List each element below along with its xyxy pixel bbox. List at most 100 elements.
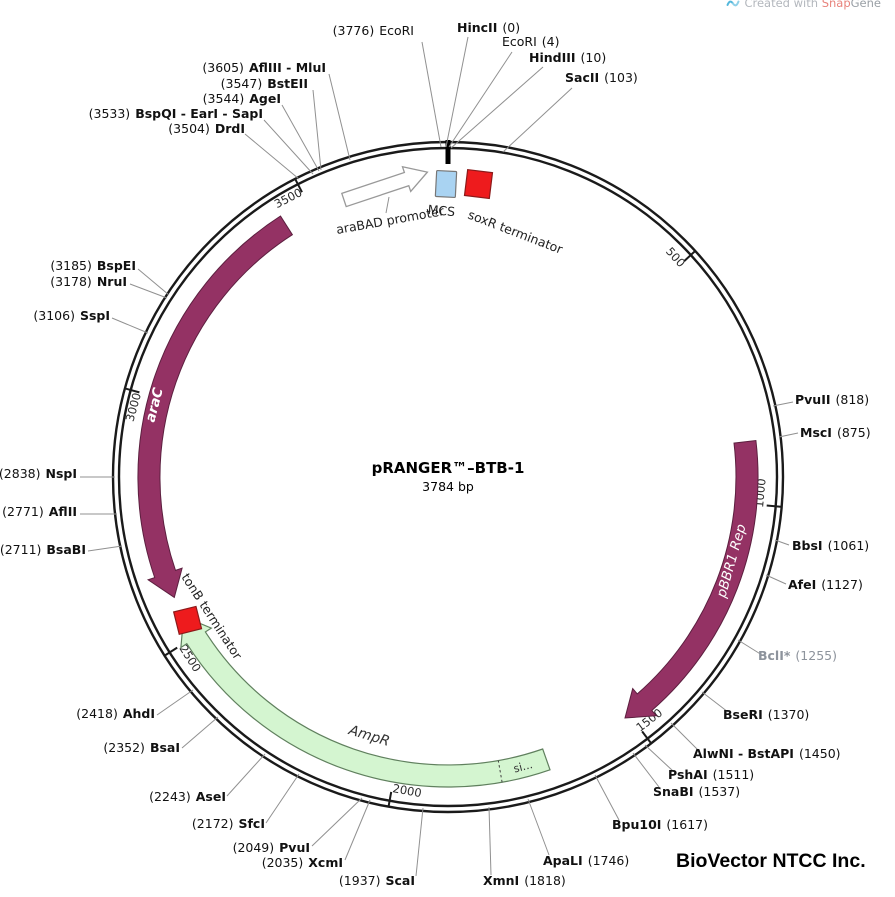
site-label-PvuI-2049: (2049) PvuI bbox=[232, 840, 310, 855]
site-label-BclI-1255: BclI* (1255) bbox=[758, 648, 837, 663]
callout-AseI-2243 bbox=[226, 753, 266, 797]
site-callout-lines bbox=[80, 36, 799, 877]
site-label-PvuII-818: PvuII (818) bbox=[795, 392, 870, 407]
site-label-EcoRI-4: EcoRI (4) bbox=[502, 34, 560, 49]
site-label-XmnI-1818: XmnI (1818) bbox=[483, 873, 566, 888]
tick-marks bbox=[125, 179, 781, 806]
site-label-HincII-0: HincII (0) bbox=[457, 20, 521, 35]
callout-BbsI-1061 bbox=[774, 539, 790, 546]
watermark-prefix: Created with bbox=[744, 0, 819, 10]
callout-AgeI-3544 bbox=[281, 104, 320, 172]
site-label-AgeI-3544: (3544) AgeI bbox=[202, 91, 281, 106]
callout-ApaLI-1746 bbox=[527, 798, 550, 856]
tick-500 bbox=[683, 250, 696, 262]
callout-BstEII-3547 bbox=[312, 89, 322, 171]
site-label-PshAI-1511: PshAI (1511) bbox=[668, 767, 755, 782]
tick-label-2000: 2000 bbox=[391, 781, 422, 800]
callout-BspEI-3185 bbox=[137, 268, 170, 296]
plasmid-name: pRANGER™–BTB-1 bbox=[371, 459, 525, 477]
callout-AlwNI-BstAPI-1450 bbox=[670, 722, 699, 751]
feature-label-soxR-terminator: soxR terminator bbox=[466, 207, 566, 257]
site-label-AhdI-2418: (2418) AhdI bbox=[76, 706, 155, 721]
tick-2500 bbox=[164, 646, 178, 656]
callout-HindIII-10 bbox=[450, 66, 544, 149]
snapgene-watermark: Created with SnapGene bbox=[726, 0, 881, 10]
watermark-brand-snap: Snap bbox=[821, 0, 851, 10]
feature-box-tonB-terminator bbox=[172, 605, 203, 636]
site-label-DrdI-3504: (3504) DrdI bbox=[168, 121, 245, 136]
site-label-BspQI-EarI-SapI-3533: (3533) BspQI - EarI - SapI bbox=[88, 106, 263, 121]
site-label-SspI-3106: (3106) SspI bbox=[33, 308, 110, 323]
snapgene-wave-icon bbox=[726, 0, 740, 7]
site-label-NspI-2838: (2838) NspI bbox=[0, 466, 77, 481]
callout-AflIII-MluI-3605 bbox=[328, 73, 351, 161]
site-label-EcoRI-3776: (3776) EcoRI bbox=[332, 23, 414, 38]
callout-BsaI-2352 bbox=[181, 716, 219, 749]
site-label-BstEII-3547: (3547) BstEII bbox=[220, 76, 308, 91]
feature-arc-pbbr1-rep bbox=[624, 439, 759, 719]
callout-BseRI-1370 bbox=[701, 691, 729, 713]
feature-arrow-araBAD-promoter bbox=[340, 165, 429, 208]
callout-HincII-0 bbox=[445, 36, 469, 148]
tick-3500 bbox=[294, 179, 303, 193]
site-label-AseI-2243: (2243) AseI bbox=[149, 789, 226, 804]
site-label-ApaLI-1746: ApaLI (1746) bbox=[543, 853, 630, 868]
callout-ScaI-1937 bbox=[415, 807, 424, 877]
tick-3000 bbox=[125, 387, 140, 394]
site-label-Bpu10I-1617: Bpu10I (1617) bbox=[612, 817, 708, 832]
feature-box-mcs bbox=[434, 169, 458, 199]
site-label-SnaBI-1537: SnaBI (1537) bbox=[653, 784, 741, 799]
callout-SnaBI-1537 bbox=[632, 752, 660, 788]
ampR-signal-label: si... bbox=[512, 758, 534, 775]
site-label-BspEI-3185: (3185) BspEI bbox=[50, 258, 136, 273]
site-label-ScaI-1937: (1937) ScaI bbox=[338, 873, 415, 888]
feature-arc-araC bbox=[137, 215, 294, 599]
callout-PvuI-2049 bbox=[311, 797, 363, 847]
feature-label-ampR: AmpR bbox=[346, 722, 392, 750]
site-label-AlwNI-BstAPI-1450: AlwNI - BstAPI (1450) bbox=[693, 746, 841, 761]
site-label-BsaI-2352: (2352) BsaI bbox=[103, 740, 180, 755]
tick-label-3000: 3000 bbox=[123, 391, 144, 423]
callout-araBAD-promoter bbox=[385, 196, 390, 214]
feature-label-mcs: MCS bbox=[427, 202, 456, 219]
callout-PvuII-818 bbox=[772, 401, 794, 407]
tick-1000 bbox=[766, 504, 781, 508]
callout-NruI-3178 bbox=[129, 283, 168, 299]
callout-DrdI-3504 bbox=[244, 133, 300, 180]
site-label-XcmI-2035: (2035) XcmI bbox=[261, 855, 343, 870]
site-label-BbsI-1061: BbsI (1061) bbox=[792, 538, 870, 553]
site-label-HindIII-10: HindIII (10) bbox=[529, 50, 607, 65]
tick-2000 bbox=[387, 791, 393, 806]
callout-Bpu10I-1617 bbox=[594, 774, 620, 821]
watermark-brand-gene: Gene bbox=[850, 0, 881, 10]
callout-XmnI-1818 bbox=[488, 806, 492, 876]
callout-SfcI-2172 bbox=[265, 773, 300, 824]
callout-AhdI-2418 bbox=[156, 689, 194, 716]
ampR-signal-divider bbox=[497, 760, 503, 783]
callout-AfeI-1127 bbox=[765, 574, 787, 585]
feature-box-soxR-terminator bbox=[463, 168, 494, 200]
tick-1500 bbox=[641, 730, 652, 744]
site-label-NruI-3178: (3178) NruI bbox=[50, 274, 127, 289]
site-label-AfeI-1127: AfeI (1127) bbox=[788, 577, 863, 592]
site-label-SfcI-2172: (2172) SfcI bbox=[191, 816, 265, 831]
callout-BclI-1255 bbox=[737, 639, 763, 656]
callout-XcmI-2035 bbox=[344, 799, 371, 861]
site-label-AflII-2771: (2771) AflII bbox=[2, 504, 77, 519]
site-label-MscI-875: MscI (875) bbox=[800, 425, 871, 440]
site-label-BsaBI-2711: (2711) BsaBI bbox=[0, 542, 86, 557]
callout-PshAI-1511 bbox=[644, 744, 674, 772]
site-label-AflIII-MluI-3605: (3605) AflIII - MluI bbox=[202, 60, 326, 75]
plasmid-title-block: pRANGER™–BTB-1 3784 bp bbox=[308, 459, 588, 494]
callout-BspQI-EarI-SapI-3533 bbox=[263, 119, 314, 175]
callout-EcoRI-3776 bbox=[421, 41, 442, 148]
callout-SspI-3106 bbox=[111, 317, 149, 334]
plasmid-size: 3784 bp bbox=[422, 479, 474, 494]
callout-EcoRI-4 bbox=[448, 51, 513, 148]
site-label-BseRI-1370: BseRI (1370) bbox=[723, 707, 810, 722]
callout-SacII-103 bbox=[502, 87, 573, 153]
callout-MscI-875 bbox=[778, 432, 799, 438]
callout-BsaBI-2711 bbox=[87, 545, 123, 552]
